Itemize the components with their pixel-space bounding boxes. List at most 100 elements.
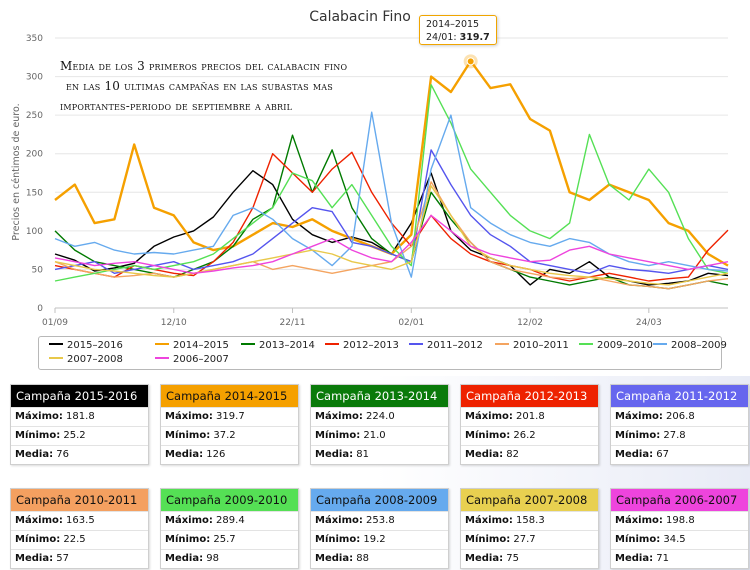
legend-label: 2008–2009 <box>671 340 727 351</box>
stats-card-title: Campaña 2007-2008 <box>461 489 598 511</box>
stats-row-min: Mínimo: 27.8 <box>611 426 748 445</box>
stats-row-max: Máximo: 253.8 <box>311 511 448 530</box>
legend-swatch <box>49 343 63 345</box>
legend-label: 2010–2011 <box>513 340 569 351</box>
stats-value: 98 <box>203 553 219 564</box>
x-tick-label: 12/10 <box>161 318 187 328</box>
stats-value: 26.2 <box>510 430 536 441</box>
stats-row-avg: Media: 75 <box>461 549 598 568</box>
series-line-2015–2016[interactable] <box>54 169 729 286</box>
legend-item-2013–2014[interactable]: 2013–2014 <box>241 339 315 353</box>
series-line-2009–2010[interactable] <box>54 83 729 282</box>
stats-label: Media: <box>165 449 204 460</box>
stats-label: Mínimo: <box>615 430 661 441</box>
stats-card-title: Campaña 2009-2010 <box>161 489 298 511</box>
stats-row-avg: Media: 57 <box>11 549 148 568</box>
y-tick-label: 100 <box>26 227 43 237</box>
legend-item-2015–2016[interactable]: 2015–2016 <box>49 339 123 353</box>
chart-panel: Calabacin Fino 0 50 100 150 200 250 300 350 01/… <box>11 9 729 370</box>
legend-item-2014–2015[interactable]: 2014–2015 <box>155 339 229 353</box>
legend-item-2011–2012[interactable]: 2011–2012 <box>409 339 483 353</box>
y-tick-labels: 0 50 100 150 200 250 300 350 <box>26 34 43 314</box>
stats-label: Media: <box>15 449 54 460</box>
legend-swatch <box>495 343 509 345</box>
stats-value: 27.7 <box>510 534 536 545</box>
x-tick-label: 01/09 <box>42 318 68 328</box>
legend-label: 2007–2008 <box>67 354 123 365</box>
tooltip-date: 24/01 <box>426 32 454 43</box>
stats-row-avg: Media: 71 <box>611 549 748 568</box>
annotation-line-1: Media de los 3 primeros precios del cala… <box>60 59 348 73</box>
stats-row-avg: Media: 76 <box>11 445 148 464</box>
stats-row-max: Máximo: 201.8 <box>461 407 598 426</box>
stats-label: Mínimo: <box>315 534 361 545</box>
stats-value: 88 <box>353 553 369 564</box>
y-tick-label: 250 <box>26 111 43 121</box>
legend-swatch <box>241 343 255 345</box>
x-tick-label: 12/02 <box>517 318 543 328</box>
stats-card: Campaña 2011-2012 Máximo: 206.8 Mínimo: 27… <box>610 384 749 465</box>
stats-label: Media: <box>165 553 204 564</box>
stats-row-min: Mínimo: 34.5 <box>611 530 748 549</box>
stats-row-min: Mínimo: 26.2 <box>461 426 598 445</box>
stats-card-title: Campaña 2014-2015 <box>161 385 298 407</box>
chart-title: Calabacin Fino <box>309 9 411 25</box>
tooltip-marker <box>463 54 478 69</box>
stats-label: Máximo: <box>315 515 363 526</box>
y-tick-label: 300 <box>26 73 43 83</box>
legend-item-2008–2009[interactable]: 2008–2009 <box>653 339 727 353</box>
stats-value: 71 <box>653 553 669 564</box>
stats-card-title: Campaña 2012-2013 <box>461 385 598 407</box>
series-line-2006–2007[interactable] <box>54 214 729 274</box>
data-tooltip: 2014–2015 24/01: 319.7 <box>419 15 497 45</box>
stats-value: 163.5 <box>62 515 95 526</box>
stats-card: Campaña 2013-2014 Máximo: 224.0 Mínimo: 21… <box>310 384 449 465</box>
legend-item-2006–2007[interactable]: 2006–2007 <box>155 353 229 367</box>
legend-label: 2011–2012 <box>427 340 483 351</box>
stats-card: Campaña 2012-2013 Máximo: 201.8 Mínimo: 26… <box>460 384 599 465</box>
tooltip-marker-dot[interactable] <box>466 57 475 66</box>
stats-row-min: Mínimo: 37.2 <box>161 426 298 445</box>
stats-label: Mínimo: <box>15 534 61 545</box>
legend-label: 2009–2010 <box>597 340 653 351</box>
legend-swatch <box>409 343 423 345</box>
stats-label: Máximo: <box>615 515 663 526</box>
series-line-2011–2012[interactable] <box>54 149 729 274</box>
stats-value: 21.0 <box>360 430 386 441</box>
stats-row-max: Máximo: 206.8 <box>611 407 748 426</box>
stats-card: Campaña 2015-2016 Máximo: 181.8 Mínimo: 25… <box>10 384 149 465</box>
stats-value: 19.2 <box>360 534 386 545</box>
legend-item-2007–2008[interactable]: 2007–2008 <box>49 353 123 367</box>
legend-label: 2015–2016 <box>67 340 123 351</box>
stats-row-avg: Media: 67 <box>611 445 748 464</box>
series-line-2008–2009[interactable] <box>54 111 729 278</box>
legend-item-2012–2013[interactable]: 2012–2013 <box>325 339 399 353</box>
stats-value: 82 <box>503 449 519 460</box>
tooltip-value: 319.7 <box>459 32 490 43</box>
stats-value: 57 <box>53 553 69 564</box>
stats-label: Media: <box>465 449 504 460</box>
stats-row-avg: Media: 82 <box>461 445 598 464</box>
y-tick-label: 200 <box>26 150 43 160</box>
stats-row-avg: Media: 98 <box>161 549 298 568</box>
stats-card-title: Campaña 2008-2009 <box>311 489 448 511</box>
legend-item-2010–2011[interactable]: 2010–2011 <box>495 339 569 353</box>
x-tick-labels: 01/09 12/10 22/11 02/01 12/02 24/03 <box>42 308 662 328</box>
legend-label: 2014–2015 <box>173 340 229 351</box>
stats-label: Media: <box>15 553 54 564</box>
stats-card-title: Campaña 2013-2014 <box>311 385 448 407</box>
stats-value: 81 <box>353 449 369 460</box>
legend-swatch <box>155 357 169 359</box>
stats-row-min: Mínimo: 21.0 <box>311 426 448 445</box>
stats-card-title: Campaña 2015-2016 <box>11 385 148 407</box>
stats-card-title: Campaña 2006-2007 <box>611 489 748 511</box>
stats-row-avg: Media: 81 <box>311 445 448 464</box>
stats-value: 27.8 <box>660 430 686 441</box>
stats-card-title: Campaña 2011-2012 <box>611 385 748 407</box>
stats-value: 25.2 <box>60 430 86 441</box>
stats-label: Mínimo: <box>465 430 511 441</box>
legend-item-2009–2010[interactable]: 2009–2010 <box>579 339 653 353</box>
series-line-2007–2008[interactable] <box>54 185 729 286</box>
stats-row-min: Mínimo: 22.5 <box>11 530 148 549</box>
legend-swatch <box>155 343 169 345</box>
